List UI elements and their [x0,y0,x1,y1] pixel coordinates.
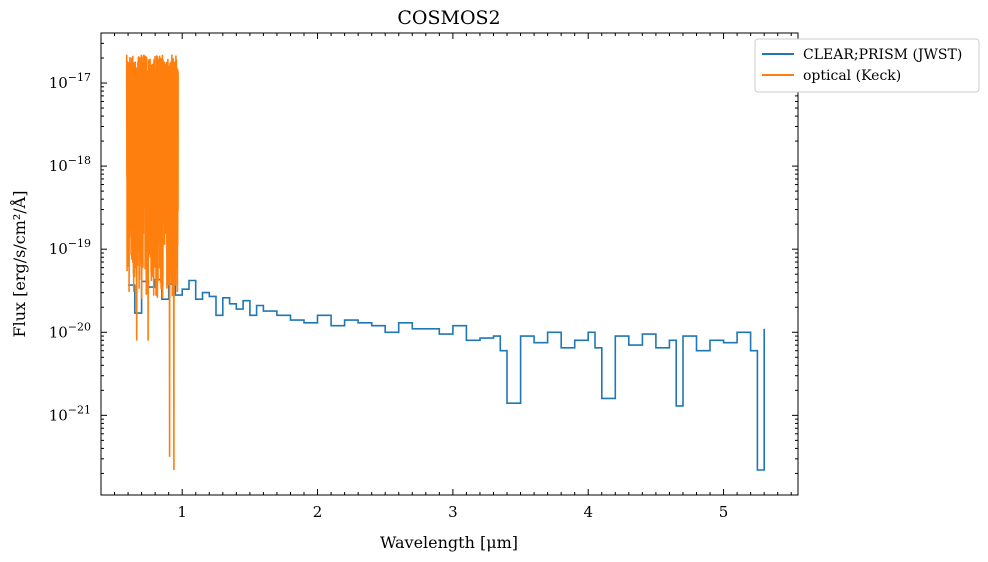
y-axis-label: Flux [erg/s/cm²/Å] [9,191,29,338]
y-tick-label: 10−18 [49,154,91,175]
y-tick-label: 10−17 [49,71,91,92]
legend-label: optical (Keck) [803,68,901,84]
series-layer [125,54,765,471]
x-tick-label: 5 [719,503,729,521]
axis-ticks: 1 2 3 4 5 10−21 10−20 10−19 10−18 10−17 [49,32,798,521]
x-tick-label: 1 [177,503,187,521]
legend: CLEAR;PRISM (JWST) optical (Keck) [754,38,980,93]
y-tick-label: 10−19 [49,237,91,258]
legend-label: CLEAR;PRISM (JWST) [803,47,962,63]
x-tick-label: 4 [583,503,593,521]
x-tick-label: 2 [313,503,323,521]
chart-title: COSMOS2 [397,7,500,29]
y-tick-label: 10−21 [49,403,91,424]
series-line-0 [128,278,765,471]
series-line-1 [125,54,179,471]
plot-area [100,32,799,496]
plot-frame [100,32,799,496]
x-tick-label: 3 [448,503,458,521]
legend-box [754,38,980,93]
x-axis-label: Wavelength [μm] [380,533,518,552]
y-tick-label: 10−20 [49,320,91,341]
